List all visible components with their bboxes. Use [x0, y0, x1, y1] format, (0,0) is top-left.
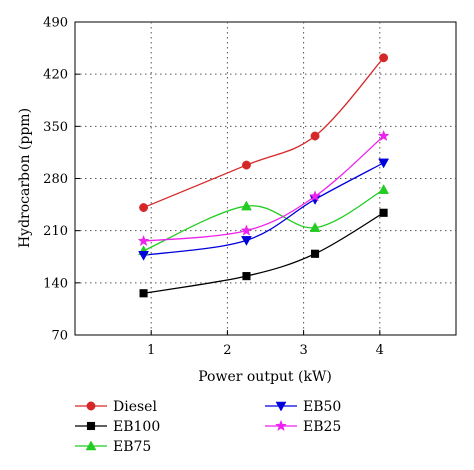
legend-marker-diesel — [86, 401, 96, 411]
data-point-diesel — [310, 131, 320, 141]
x-tick-label: 3 — [299, 343, 307, 358]
y-axis-title: Hydrocarbon (ppm) — [17, 108, 33, 248]
data-point-eb100 — [379, 208, 388, 217]
series-line-eb100 — [143, 212, 384, 294]
legend-label-eb50: EB50 — [303, 399, 341, 415]
legend-marker-eb100 — [86, 421, 96, 431]
legend-marker-eb25 — [275, 419, 287, 432]
series-curves — [143, 57, 385, 294]
data-point-eb25 — [377, 129, 390, 142]
data-point-eb50 — [138, 251, 150, 261]
data-point-eb25 — [137, 234, 150, 247]
data-point-eb75 — [241, 200, 252, 211]
series-markers — [137, 53, 390, 298]
x-tick-label: 1 — [147, 343, 155, 358]
legend-marker-eb75 — [85, 440, 97, 451]
legend-label-eb75: EB75 — [113, 439, 151, 455]
y-tick-label: 420 — [43, 68, 68, 83]
legend-marker-eb50 — [275, 401, 287, 412]
y-tick-label: 210 — [43, 224, 68, 239]
series-line-eb25 — [143, 135, 385, 242]
series-line-diesel — [143, 57, 385, 209]
x-axis-title: Power output (kW) — [198, 369, 332, 385]
y-tick-label: 140 — [43, 276, 68, 291]
legend-label-eb25: EB25 — [303, 419, 341, 435]
series-line-eb75 — [143, 189, 384, 252]
series-line-eb50 — [143, 162, 384, 256]
data-point-eb100 — [310, 249, 320, 258]
axis-ticks: 70 140 210 280 350 420 490 1 2 3 4 — [43, 16, 384, 359]
data-point-eb75 — [309, 222, 321, 232]
data-point-diesel — [139, 203, 149, 213]
data-point-eb50 — [378, 158, 390, 169]
y-tick-label: 70 — [51, 329, 68, 344]
y-tick-label: 490 — [43, 16, 68, 31]
grid — [75, 22, 456, 335]
x-tick-label: 2 — [223, 343, 231, 358]
data-point-eb75 — [378, 184, 390, 194]
data-point-diesel — [242, 160, 251, 170]
data-point-eb50 — [241, 236, 252, 246]
data-point-eb100 — [242, 272, 251, 281]
legend: Diesel EB100 EB75 EB50 EB25 — [75, 399, 341, 455]
data-point-eb25 — [309, 190, 321, 202]
x-tick-label: 4 — [376, 343, 384, 358]
data-point-eb100 — [139, 289, 148, 298]
y-tick-label: 350 — [43, 120, 68, 135]
data-point-eb25 — [240, 224, 253, 236]
y-tick-label: 280 — [43, 172, 68, 187]
data-point-diesel — [379, 53, 389, 63]
legend-label-eb100: EB100 — [113, 419, 160, 435]
legend-label-diesel: Diesel — [113, 399, 157, 415]
